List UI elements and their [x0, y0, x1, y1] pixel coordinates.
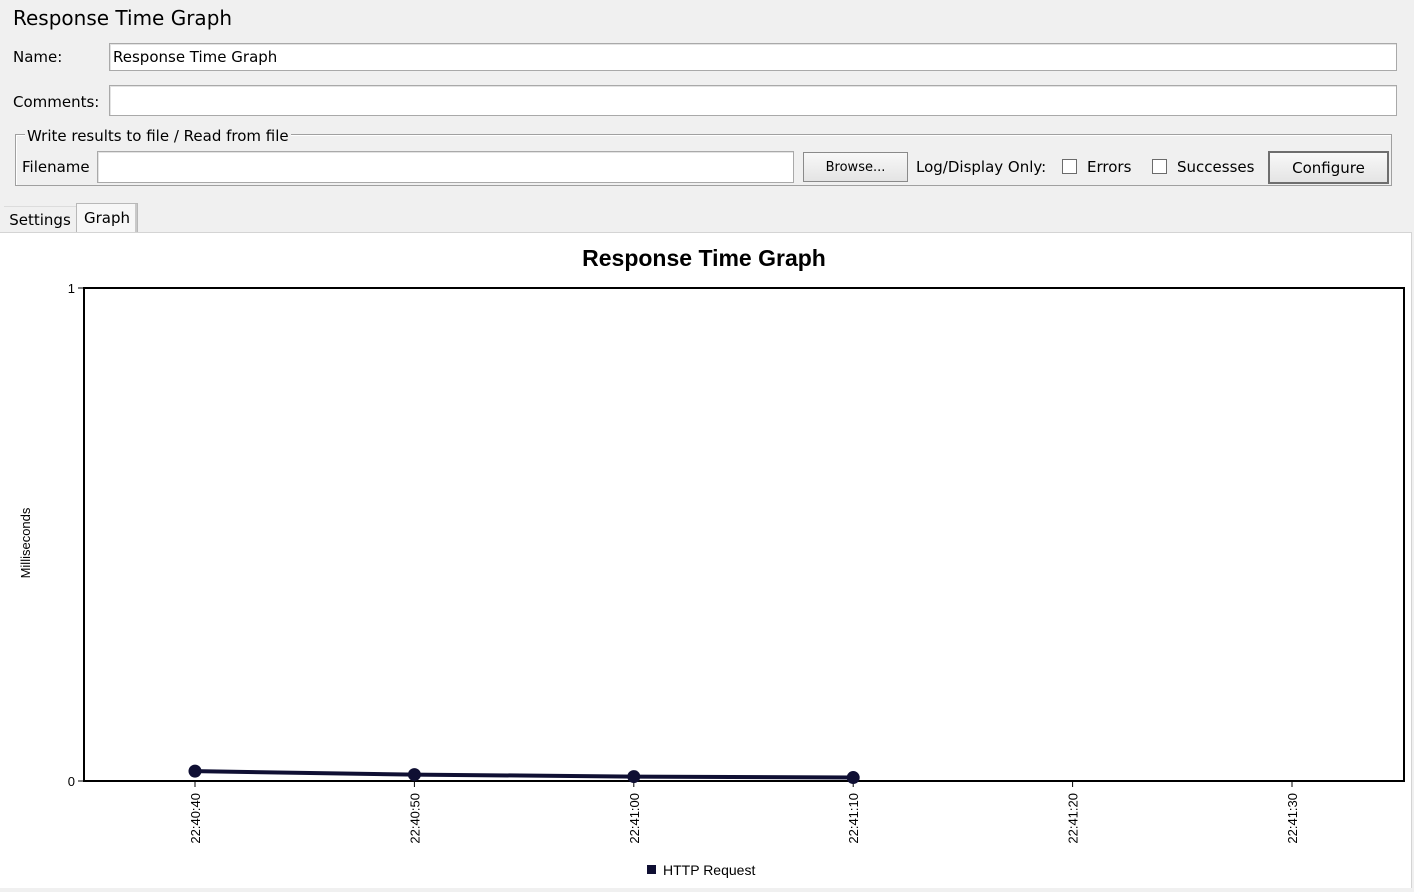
y-tick-label: 0 — [68, 774, 75, 789]
x-axis: 22:40:40 22:40:50 22:41:00 22:41:10 22:41:20… — [188, 781, 1300, 844]
response-time-chart: Response Time Graph Milliseconds 01 22:4… — [18, 245, 1405, 878]
successes-label: Successes — [1177, 158, 1255, 176]
legend-label: HTTP Request — [663, 862, 755, 878]
data-point — [407, 768, 421, 782]
legend: HTTP Request — [647, 862, 755, 878]
data-point — [846, 771, 860, 785]
tab-graph[interactable]: Graph — [76, 203, 138, 232]
chart-title: Response Time Graph — [582, 245, 826, 271]
filename-label: Filename — [22, 158, 90, 176]
name-field[interactable] — [109, 43, 1397, 71]
errors-checkbox[interactable] — [1062, 159, 1077, 174]
x-tick-label: 22:40:40 — [188, 793, 203, 844]
data-point — [627, 770, 641, 784]
x-tick-label: 22:41:10 — [846, 793, 861, 844]
file-group-legend: Write results to file / Read from file — [25, 127, 291, 145]
y-tick-label: 1 — [68, 281, 75, 296]
comments-field[interactable] — [109, 85, 1397, 116]
series-layer — [188, 764, 860, 785]
x-tick-label: 22:41:20 — [1066, 793, 1081, 844]
successes-checkbox[interactable] — [1152, 159, 1167, 174]
filename-field[interactable] — [97, 151, 794, 183]
tab-settings[interactable]: Settings — [4, 206, 76, 232]
plot-area — [83, 287, 1405, 782]
legend-swatch — [647, 865, 656, 874]
errors-label: Errors — [1087, 158, 1132, 176]
log-display-label: Log/Display Only: — [916, 158, 1047, 176]
y-axis: 01 — [68, 281, 84, 789]
file-groupbox — [15, 134, 1392, 186]
data-point — [188, 764, 202, 778]
browse-button[interactable]: Browse... — [803, 152, 908, 182]
comments-label: Comments: — [13, 93, 100, 111]
name-label: Name: — [13, 48, 63, 66]
series-line — [194, 769, 854, 780]
configure-button[interactable]: Configure — [1268, 151, 1389, 184]
x-tick-label: 22:41:00 — [627, 793, 642, 844]
x-tick-label: 22:40:50 — [407, 793, 422, 844]
x-tick-label: 22:41:30 — [1285, 793, 1300, 844]
panel-title: Response Time Graph — [13, 6, 233, 30]
y-axis-label: Milliseconds — [18, 507, 33, 578]
